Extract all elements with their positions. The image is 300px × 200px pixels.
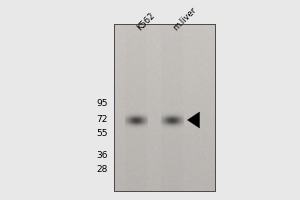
Text: 36: 36 [96, 152, 107, 160]
Text: 72: 72 [96, 116, 107, 124]
Polygon shape [188, 112, 200, 128]
Text: m.liver: m.liver [172, 5, 199, 32]
Text: 28: 28 [96, 164, 107, 173]
Text: 95: 95 [96, 98, 107, 108]
Text: 55: 55 [96, 130, 107, 138]
Text: K562: K562 [136, 11, 157, 32]
